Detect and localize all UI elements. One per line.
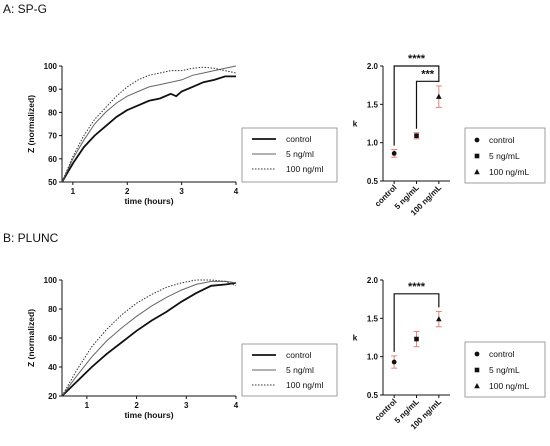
panel-b-dot-y-axis-label: k bbox=[353, 333, 358, 343]
panel-a-line-y-tick-label: 100 bbox=[44, 62, 58, 71]
panel-a-line-x-tick-label: 2 bbox=[125, 187, 130, 196]
panel-a-dot-data-point bbox=[391, 151, 397, 156]
panel-a-dot-legend-label: 100 ng/mL bbox=[489, 167, 529, 177]
panel-b-dot-data-point bbox=[391, 359, 397, 365]
panel-a-dot-legend: control 5 ng/mL 100 ng/mL bbox=[464, 127, 546, 184]
panel-b-dot-legend-label: control bbox=[489, 349, 515, 359]
panel-b-dot-legend-marker bbox=[474, 383, 480, 389]
panel-b-dot-y-tick-label: 0.5 bbox=[367, 391, 379, 400]
panel-b-dot-legend-label: 5 ng/mL bbox=[489, 365, 520, 375]
panel-b-dot-significance-bracket bbox=[393, 293, 440, 352]
panel-b-line-x-tick-label: 4 bbox=[234, 401, 239, 410]
panel-a-dot-significance-bracket bbox=[415, 80, 440, 129]
panel-b-line-legend-label: control bbox=[286, 350, 312, 360]
panel-b-dot-data-point bbox=[414, 336, 419, 342]
panel-a-line-y-tick-label: 50 bbox=[48, 178, 57, 187]
panel-a-line-y-tick-label: 80 bbox=[48, 108, 57, 117]
panel-b-line-x-tick-label: 3 bbox=[184, 401, 189, 410]
panel-b-dot-legend-marker bbox=[474, 367, 480, 373]
panel-b-dot-legend: control 5 ng/mL 100 ng/mL bbox=[464, 341, 546, 398]
panel-b-line-y-tick-label: 40 bbox=[48, 363, 57, 372]
panel-a-dot-y-axis-label: k bbox=[353, 119, 358, 129]
panel-a-line-chart: 50 60 70 80 90 100 1 2 3 4 time (hours) Z (normaliz… bbox=[26, 62, 239, 206]
panel-b-line-legend-label: 100 ng/ml bbox=[286, 380, 323, 390]
panel-a-dot-legend-label: control bbox=[489, 135, 515, 145]
panel-a-line-x-tick-label: 1 bbox=[71, 187, 76, 196]
panel-a-dot-significance-label: *** bbox=[421, 68, 435, 80]
panel-a-line-x-tick-label: 3 bbox=[179, 187, 184, 196]
panel-b-line-legend-label: 5 ng/ml bbox=[286, 365, 314, 375]
panel-b-line-y-tick-label: 100 bbox=[44, 276, 58, 285]
panel-a-line-series-line bbox=[61, 65, 237, 183]
panel-a-line-legend-label: 100 ng/ml bbox=[286, 164, 323, 174]
panel-b-dot-significance-label: **** bbox=[408, 281, 426, 293]
panel-a-dot-legend-marker bbox=[474, 137, 480, 143]
panel-a-line-y-tick-label: 70 bbox=[48, 132, 57, 141]
panel-b-line-y-tick-label: 80 bbox=[48, 305, 57, 314]
panel-a-line-legend-label: control bbox=[286, 134, 312, 144]
panel-b-line-y-tick-label: 60 bbox=[48, 334, 57, 343]
panel-a-dot-y-tick-label: 1.5 bbox=[367, 100, 379, 109]
panel-a-dot-legend-marker bbox=[474, 169, 480, 175]
panel-b-dot-y-tick-label: 1.5 bbox=[367, 314, 379, 323]
panel-b-line-series-line bbox=[61, 282, 237, 397]
panel-b-dot-y-tick-label: 1.0 bbox=[367, 353, 379, 362]
panel-a-dot-significance-bracket bbox=[393, 65, 440, 146]
panel-b-line-series-line bbox=[61, 280, 237, 397]
panel-b-dot-legend-marker bbox=[474, 351, 480, 357]
panel-b-line-chart: 20 40 60 80 100 1 2 3 4 time (hours) Z (normalized… bbox=[26, 276, 239, 420]
panel-b-line-x-axis-label: time (hours) bbox=[124, 410, 173, 420]
panel-b-title: B: PLUNC bbox=[3, 231, 59, 245]
panel-a-line-legend-frame bbox=[241, 127, 338, 183]
panel-a-dot-legend-label: 5 ng/mL bbox=[489, 151, 520, 161]
panel-a-line-x-tick-label: 4 bbox=[234, 187, 239, 196]
panel-b-line-x-tick-label: 1 bbox=[85, 401, 90, 410]
panel-a-dot-y-tick-label: 1.0 bbox=[367, 139, 379, 148]
panel-a-line-x-axis-label: time (hours) bbox=[124, 196, 173, 206]
panel-b-line-y-tick-label: 20 bbox=[48, 392, 57, 401]
panel-b-line-x-tick-label: 2 bbox=[134, 401, 139, 410]
panel-a-dot-significance-label: **** bbox=[408, 53, 426, 65]
panel-a-dot-data-point bbox=[414, 133, 419, 139]
panel-a-dot-y-tick-label: 0.5 bbox=[367, 177, 379, 186]
panel-b-dot-legend-label: 100 ng/mL bbox=[489, 381, 529, 391]
panel-a-dot-y-tick-label: 2.0 bbox=[367, 62, 379, 71]
panel-a-line-legend-label: 5 ng/ml bbox=[286, 149, 314, 159]
panel-a-dot-legend-marker bbox=[474, 153, 480, 159]
panel-a-line-y-tick-label: 60 bbox=[48, 155, 57, 164]
panel-b-line-y-axis-label: Z (normalized) bbox=[26, 309, 36, 367]
panel-a-line-series-line bbox=[61, 66, 237, 183]
panel-a-dot-data-point bbox=[436, 93, 442, 99]
panel-a-line-y-axis-label: Z (normalized) bbox=[26, 95, 36, 153]
panel-a-line-series-line bbox=[61, 75, 236, 183]
panel-b-dot-data-point bbox=[436, 316, 442, 322]
panel-a-title: A: SP-G bbox=[3, 2, 47, 16]
panel-b-dot-y-tick-label: 2.0 bbox=[367, 276, 379, 285]
panel-a-line-y-tick-label: 90 bbox=[48, 85, 57, 94]
panel-b-line-series-line bbox=[61, 279, 237, 397]
panel-a-line-legend: control 5 ng/ml 100 ng/ml bbox=[241, 127, 338, 183]
panel-b-line-legend: control 5 ng/ml 100 ng/ml bbox=[241, 343, 338, 397]
